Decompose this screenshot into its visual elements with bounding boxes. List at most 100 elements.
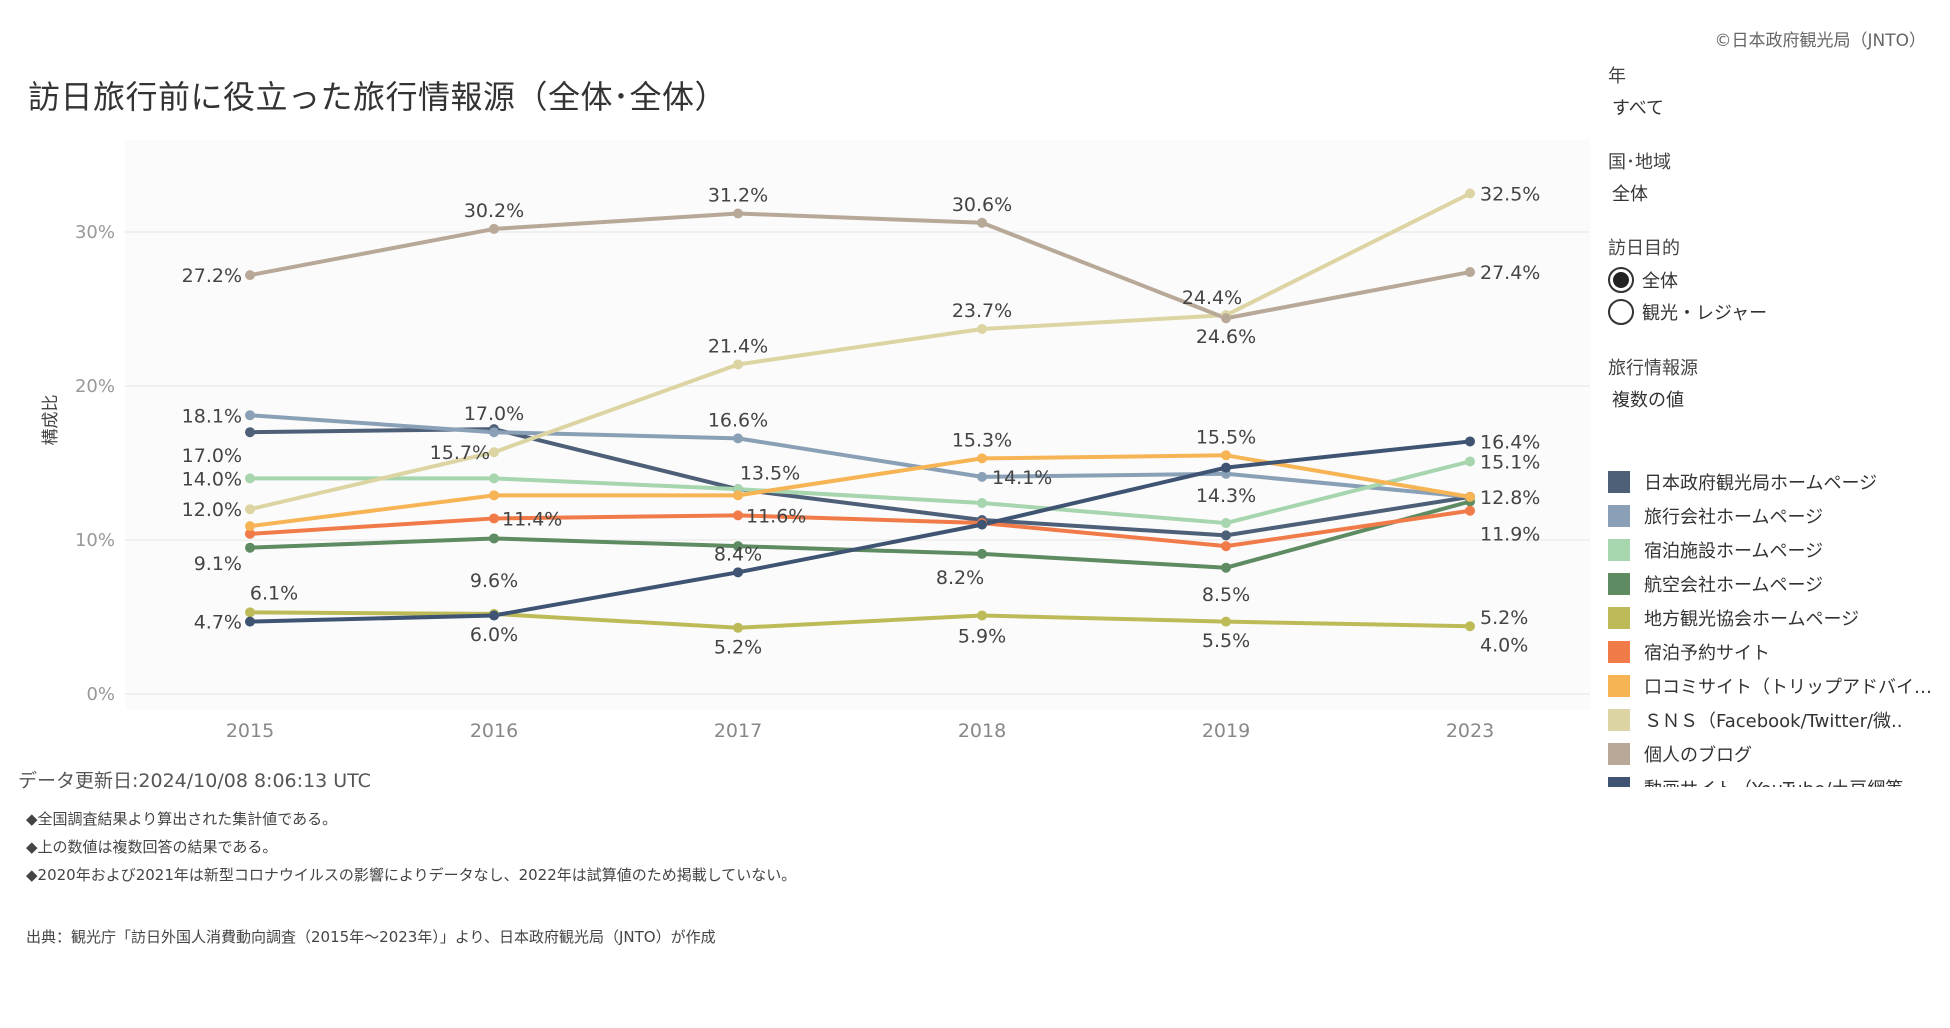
series-line bbox=[248, 211, 1472, 321]
data-point bbox=[1221, 562, 1231, 573]
data-label: 8.2% bbox=[936, 567, 984, 589]
data-label: 11.9% bbox=[1480, 524, 1540, 546]
data-point bbox=[1465, 188, 1475, 199]
legend-swatch bbox=[1608, 573, 1630, 595]
data-point bbox=[245, 542, 255, 553]
data-point bbox=[977, 217, 987, 228]
y-tick-label: 30% bbox=[75, 222, 115, 243]
data-label: 12.8% bbox=[1480, 487, 1540, 509]
legend[interactable]: 日本政府観光局ホームページ 旅行会社ホームページ 宿泊施設ホームページ 航空会社ホーム… bbox=[1608, 465, 1938, 787]
x-tick-label: 2017 bbox=[714, 720, 762, 742]
legend-item[interactable]: 宿泊施設ホームページ bbox=[1608, 533, 1938, 567]
legend-item[interactable]: 宿泊予約サイト bbox=[1608, 635, 1938, 669]
country-filter-value[interactable]: 全体 bbox=[1612, 184, 1648, 205]
note-3: ◆2020年および2021年は新型コロナウイルスの影響によりデータなし、2022… bbox=[26, 866, 797, 884]
data-point bbox=[733, 208, 743, 219]
legend-item[interactable]: 航空会社ホームページ bbox=[1608, 567, 1938, 601]
radio-unselected-icon[interactable] bbox=[1608, 299, 1634, 325]
legend-item[interactable]: 地方観光協会ホームページ bbox=[1608, 601, 1938, 635]
legend-label: 地方観光協会ホームページ bbox=[1644, 609, 1860, 630]
series-line bbox=[248, 439, 1472, 624]
legend-item[interactable]: 個人のブログ bbox=[1608, 737, 1938, 771]
legend-item[interactable]: 日本政府観光局ホームページ bbox=[1608, 465, 1938, 499]
data-label: 24.4% bbox=[1182, 287, 1242, 309]
source-filter-value[interactable]: 複数の値 bbox=[1612, 390, 1684, 411]
x-tick-label: 2018 bbox=[958, 720, 1006, 742]
x-tick-label: 2023 bbox=[1446, 720, 1494, 742]
legend-item[interactable]: ＳＮＳ（Facebook/Twitter/微.. bbox=[1608, 703, 1938, 737]
data-label: 27.4% bbox=[1480, 262, 1540, 284]
legend-swatch bbox=[1608, 709, 1630, 731]
legend-label: 航空会社ホームページ bbox=[1644, 575, 1824, 596]
year-filter-value[interactable]: すべて bbox=[1612, 98, 1665, 119]
data-label: 15.3% bbox=[952, 429, 1012, 451]
data-label: 5.9% bbox=[958, 625, 1006, 647]
y-tick-label: 0% bbox=[86, 684, 115, 705]
legend-label: 日本政府観光局ホームページ bbox=[1644, 473, 1878, 494]
filter-panel: 年 すべて 国･地域 全体 訪日目的 全体 観光・レジャー 旅行情報源 複数の値 bbox=[1608, 62, 1938, 440]
data-label: 8.4% bbox=[714, 543, 762, 565]
data-label: 14.3% bbox=[1196, 485, 1256, 507]
data-point bbox=[489, 473, 499, 484]
data-label: 6.1% bbox=[250, 582, 298, 604]
data-point bbox=[1465, 267, 1475, 278]
data-label: 16.4% bbox=[1480, 431, 1540, 453]
legend-label: 口コミサイト（トリップアドバイザー.. bbox=[1644, 677, 1934, 698]
data-point bbox=[489, 610, 499, 621]
y-axis-label: 構成比 bbox=[41, 395, 61, 446]
data-point bbox=[1465, 491, 1475, 502]
data-label: 4.7% bbox=[194, 612, 242, 634]
data-label: 24.6% bbox=[1196, 326, 1256, 348]
data-point bbox=[977, 498, 987, 509]
legend-label: 旅行会社ホームページ bbox=[1644, 507, 1824, 528]
data-point bbox=[245, 270, 255, 281]
legend-swatch bbox=[1608, 777, 1630, 787]
legend-label: 個人のブログ bbox=[1644, 745, 1752, 766]
data-point bbox=[733, 622, 743, 633]
legend-item[interactable]: 口コミサイト（トリップアドバイザー.. bbox=[1608, 669, 1938, 703]
legend-item[interactable]: 旅行会社ホームページ bbox=[1608, 499, 1938, 533]
data-label: 5.2% bbox=[1480, 607, 1528, 629]
legend-label: 宿泊施設ホームページ bbox=[1644, 541, 1824, 562]
purpose-option-leisure[interactable]: 観光・レジャー bbox=[1608, 298, 1938, 326]
purpose-option-leisure-label: 観光・レジャー bbox=[1642, 303, 1768, 324]
data-point bbox=[245, 616, 255, 627]
data-point bbox=[733, 490, 743, 501]
country-filter[interactable]: 国･地域 全体 bbox=[1608, 148, 1938, 206]
data-label: 27.2% bbox=[182, 265, 242, 287]
purpose-option-all-label: 全体 bbox=[1642, 271, 1678, 292]
data-point bbox=[489, 223, 499, 234]
data-point bbox=[1465, 505, 1475, 516]
source-filter[interactable]: 旅行情報源 複数の値 bbox=[1608, 354, 1938, 412]
data-label: 16.6% bbox=[708, 409, 768, 431]
data-point bbox=[733, 510, 743, 521]
data-label: 6.0% bbox=[470, 624, 518, 646]
purpose-option-all[interactable]: 全体 bbox=[1608, 266, 1938, 294]
data-label: 9.1% bbox=[194, 553, 242, 575]
data-point bbox=[489, 513, 499, 524]
data-point bbox=[977, 519, 987, 530]
data-point bbox=[1465, 436, 1475, 447]
legend-swatch bbox=[1608, 607, 1630, 629]
series-line bbox=[248, 191, 1472, 512]
data-point bbox=[245, 504, 255, 515]
series-line bbox=[248, 413, 1472, 499]
data-label: 12.0% bbox=[182, 499, 242, 521]
data-point bbox=[1465, 621, 1475, 632]
y-tick-label: 20% bbox=[75, 376, 115, 397]
radio-selected-icon[interactable] bbox=[1608, 267, 1634, 293]
x-tick-label: 2015 bbox=[226, 720, 274, 742]
year-filter[interactable]: 年 すべて bbox=[1608, 62, 1938, 120]
data-point bbox=[1221, 462, 1231, 473]
data-point bbox=[977, 453, 987, 464]
source-citation: 出典：観光庁「訪日外国人消費動向調査（2015年～2023年）」より、日本政府観… bbox=[26, 928, 716, 946]
data-label: 17.0% bbox=[182, 445, 242, 467]
data-point bbox=[245, 427, 255, 438]
data-point bbox=[245, 528, 255, 539]
data-label: 30.6% bbox=[952, 194, 1012, 216]
legend-item[interactable]: 動画サイト（YouTube/土豆網等 bbox=[1608, 771, 1938, 787]
data-point bbox=[733, 567, 743, 578]
purpose-filter-label: 訪日目的 bbox=[1608, 238, 1680, 259]
data-point bbox=[245, 410, 255, 421]
data-point bbox=[1221, 541, 1231, 552]
